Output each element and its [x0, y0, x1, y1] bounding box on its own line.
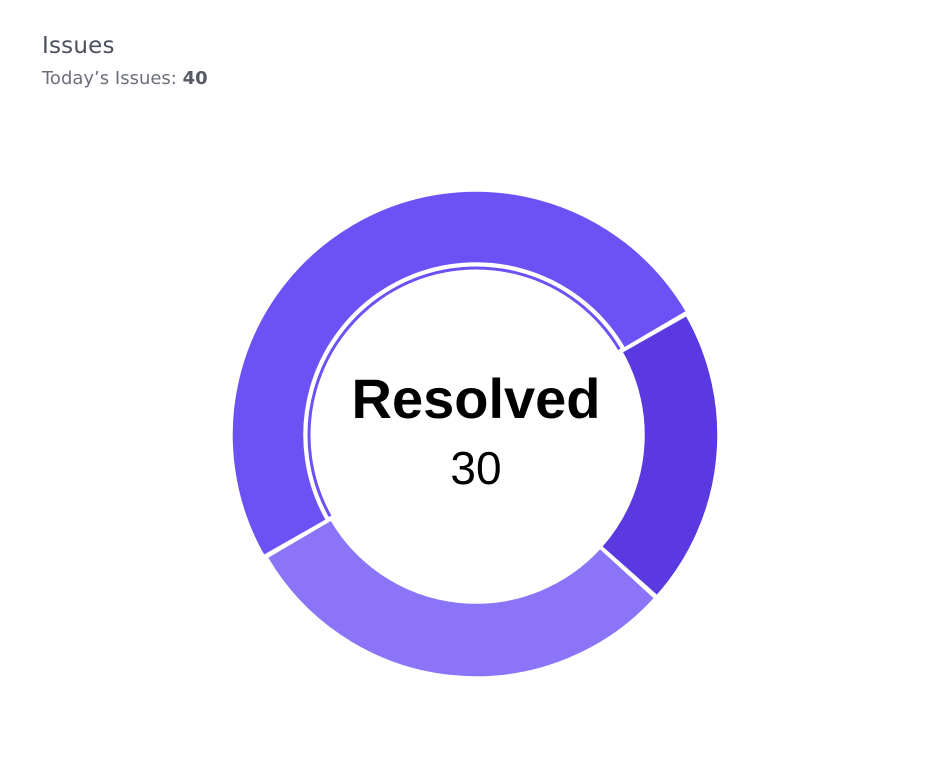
active-slice-inner-ring — [307, 266, 621, 517]
card-title: Issues — [42, 33, 115, 59]
center-label: Resolved — [352, 367, 601, 430]
donut-slices — [231, 190, 719, 678]
center-value: 30 — [450, 442, 501, 494]
donut-slice-1[interactable] — [231, 190, 688, 557]
donut-slice-3[interactable] — [266, 518, 656, 678]
subtitle-count: 40 — [182, 68, 208, 89]
card-subtitle: Today’s Issues: 40 — [42, 66, 208, 92]
subtitle-label: Today’s Issues: — [42, 68, 177, 89]
donut-slice-2[interactable] — [600, 314, 719, 597]
card-header: Issues Today’s Issues: 40 — [42, 30, 208, 92]
